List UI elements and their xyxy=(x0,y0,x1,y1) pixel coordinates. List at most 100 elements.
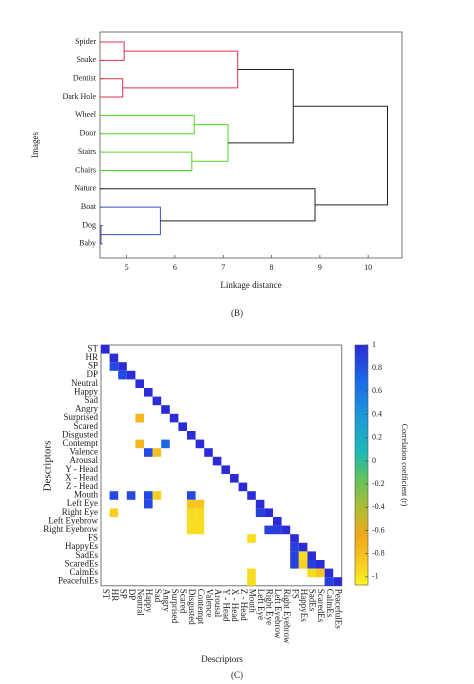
cell xyxy=(126,370,136,380)
y-tick-label: X - Head xyxy=(65,472,98,482)
cell xyxy=(109,491,119,500)
cell xyxy=(169,413,179,423)
colorbar-tick-label: 0.6 xyxy=(372,386,382,395)
x-tick-label: PeacefulEs xyxy=(333,589,343,629)
colorbar-tick-label: -0.6 xyxy=(372,525,385,534)
cell xyxy=(307,568,316,578)
x-tick-label: Neutral xyxy=(136,589,146,616)
cell xyxy=(247,491,256,500)
x-tick-label: Sad xyxy=(153,589,163,603)
y-axis-label: Descriptors xyxy=(42,441,54,492)
y-tick-label: HappyEs xyxy=(65,541,98,551)
colorbar-tick-label: -0.2 xyxy=(372,479,385,488)
x-tick-label: SadEs xyxy=(308,589,318,612)
x-axis-label: Linkage distance xyxy=(220,280,281,290)
cell xyxy=(144,499,153,509)
cell xyxy=(118,362,127,371)
x-tick-label: Y - Head xyxy=(222,589,232,622)
y-tick-label: PeacefulEs xyxy=(58,576,98,586)
cell xyxy=(152,448,162,457)
y-tick-label: Disgusted xyxy=(62,429,99,439)
cell xyxy=(230,474,239,483)
x-tick-label: Left Eye xyxy=(256,589,266,620)
x-tick-label: Left Eyebrow xyxy=(273,589,283,639)
cell xyxy=(195,439,205,449)
x-tick-label: Valence xyxy=(204,589,214,617)
y-tick-label: Z - Head xyxy=(66,481,98,491)
y-tick-label: Angry xyxy=(75,404,98,414)
dendrogram-link xyxy=(293,105,389,206)
leaf-label: Door xyxy=(80,129,97,138)
colorbar-tick-label: 1 xyxy=(372,340,376,349)
y-tick-label: Surprised xyxy=(64,412,99,422)
x-tick-label: Contempt xyxy=(196,589,206,625)
cell xyxy=(212,456,222,466)
cell xyxy=(264,525,273,535)
cell xyxy=(247,568,256,578)
x-tick-label: ScaredEs xyxy=(316,589,326,623)
cell xyxy=(247,534,256,543)
leaf-label: Dentist xyxy=(73,74,97,83)
cell xyxy=(316,568,325,578)
cell xyxy=(324,568,334,578)
cell xyxy=(109,362,119,371)
cell xyxy=(290,551,299,560)
x-tick-label: Arousal xyxy=(213,589,223,618)
cell xyxy=(290,534,299,543)
dendrogram-link xyxy=(100,78,124,98)
y-tick-label: HR xyxy=(85,352,98,362)
y-axis-label: Images xyxy=(30,132,40,158)
x-tick-label: Right Eyebrow xyxy=(282,589,292,644)
cell xyxy=(204,448,213,457)
dendrogram-link xyxy=(100,114,195,135)
y-tick-label: ScaredEs xyxy=(65,558,99,568)
leaf-label: Wheel xyxy=(75,110,97,119)
x-tick-label: 9 xyxy=(318,263,322,272)
x-tick-label: Disgusted xyxy=(187,589,197,626)
x-tick-label: Scared xyxy=(179,589,189,614)
panel-label: (C) xyxy=(231,670,243,680)
dendrogram-frame xyxy=(99,31,403,259)
cell xyxy=(152,396,162,406)
y-tick-label: ST xyxy=(87,343,98,353)
cell xyxy=(307,551,316,560)
y-tick-label: SP xyxy=(88,361,98,371)
y-tick-label: SadEs xyxy=(76,550,99,560)
panel-label: (B) xyxy=(231,308,243,318)
x-tick-label: Mouth xyxy=(247,589,257,614)
x-tick-label: ST xyxy=(101,589,111,600)
cell xyxy=(187,491,196,500)
x-tick-label: CalmEs xyxy=(325,589,335,618)
cell xyxy=(298,542,308,552)
y-tick-label: Right Eye xyxy=(62,507,98,517)
dendrogram-link xyxy=(122,50,239,89)
cell xyxy=(161,439,170,449)
colorbar-tick-label: -1 xyxy=(372,572,379,581)
dendrogram-link xyxy=(100,188,316,222)
colorbar-tick-label: 0.2 xyxy=(372,433,382,442)
cell xyxy=(187,525,196,535)
x-tick-label: Surprised xyxy=(170,589,180,624)
cell xyxy=(144,491,153,500)
leaf-label: Chairs xyxy=(75,165,96,174)
dendrogram-link xyxy=(191,124,229,162)
cell xyxy=(221,465,230,474)
cell xyxy=(187,499,196,509)
cell xyxy=(298,560,308,569)
cell xyxy=(255,499,265,509)
leaf-label: Dog xyxy=(82,220,96,229)
cell xyxy=(195,517,205,526)
cell xyxy=(316,560,325,569)
y-tick-label: Neutral xyxy=(71,378,98,388)
y-tick-label: Scared xyxy=(74,421,99,431)
x-tick-label: 7 xyxy=(221,263,225,272)
colorbar-label: Correlation coefficient (r) xyxy=(400,424,409,507)
y-tick-label: Right Eyebrow xyxy=(43,524,98,534)
colorbar xyxy=(354,344,369,586)
cell xyxy=(195,499,205,509)
x-tick-label: 8 xyxy=(270,263,274,272)
leaf-label: Stairs xyxy=(78,147,96,156)
leaf-label: Nature xyxy=(74,184,96,193)
y-tick-label: Sad xyxy=(85,395,99,405)
